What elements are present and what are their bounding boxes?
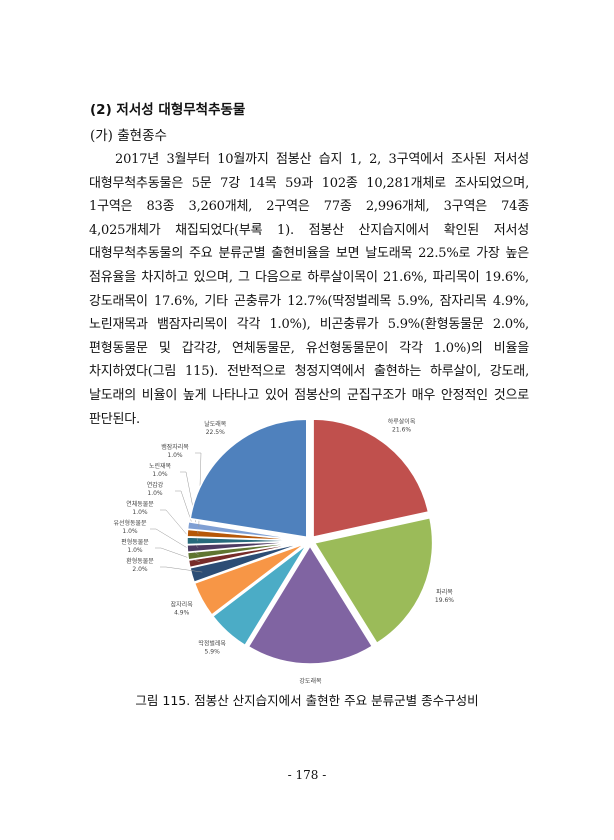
pie-slice [193, 542, 307, 616]
pie-slice [186, 520, 306, 542]
slice-label: 연체동물문 [126, 500, 154, 508]
page-number: - 178 - [287, 768, 327, 782]
slice-label: 딱정벌레목 [198, 639, 226, 647]
leader-line [150, 528, 199, 556]
slice-value: 4.9% [174, 610, 190, 617]
chart: 하루살이목21.6%파리목19.6%강도래목17.6%딱정벌레목5.9%잠자리목… [113, 417, 454, 685]
leader-line [160, 566, 203, 573]
slice-value: 1.0% [167, 452, 183, 459]
pie-slice [211, 544, 308, 647]
pie-slice [189, 418, 308, 539]
heading: (2) 저서성 대형무척추동물 [90, 102, 246, 118]
slice-value: 21.6% [392, 426, 411, 433]
slice-label: 잠자리목 [171, 601, 194, 609]
slice-label: 연갑강 [147, 481, 164, 489]
slice-label: 뱀잠자리목 [161, 443, 189, 451]
slice-label: 편형동물문 [121, 538, 149, 546]
slice-value: 1.0% [132, 509, 148, 516]
slice-value: 1.0% [147, 490, 163, 497]
paragraph: 2017년 3월부터 10월까지 점봉산 습지 1, 2, 3구역에서 조사된 … [89, 152, 529, 427]
slice-label: 강도래목 [299, 677, 322, 685]
pie-slice [312, 418, 430, 539]
slice-value: 1.0% [152, 471, 168, 478]
slice-value: 1.0% [122, 528, 138, 535]
slice-value: 19.6% [435, 597, 454, 604]
slice-label: 날도래목 [204, 420, 227, 428]
slice-label: 환형동물문 [126, 557, 154, 565]
subheading: (가) 출현종수 [90, 128, 167, 144]
slice-label: 파리목 [436, 588, 453, 596]
slice-value: 5.9% [205, 648, 221, 655]
slice-label: 유선형동물문 [113, 519, 147, 527]
leader-line [155, 547, 200, 563]
slice-value: 2.0% [132, 566, 148, 573]
slice-label: 하루살이목 [388, 417, 416, 425]
caption: 그림 115. 점봉산 산지습지에서 출현한 주요 분류군별 종수구성비 [135, 693, 479, 708]
pie-slice [247, 544, 374, 665]
slice-value: 1.0% [127, 547, 143, 554]
slice-label: 노린재목 [149, 462, 172, 470]
slice-value: 22.5% [206, 429, 225, 436]
pie-slice [313, 516, 434, 645]
